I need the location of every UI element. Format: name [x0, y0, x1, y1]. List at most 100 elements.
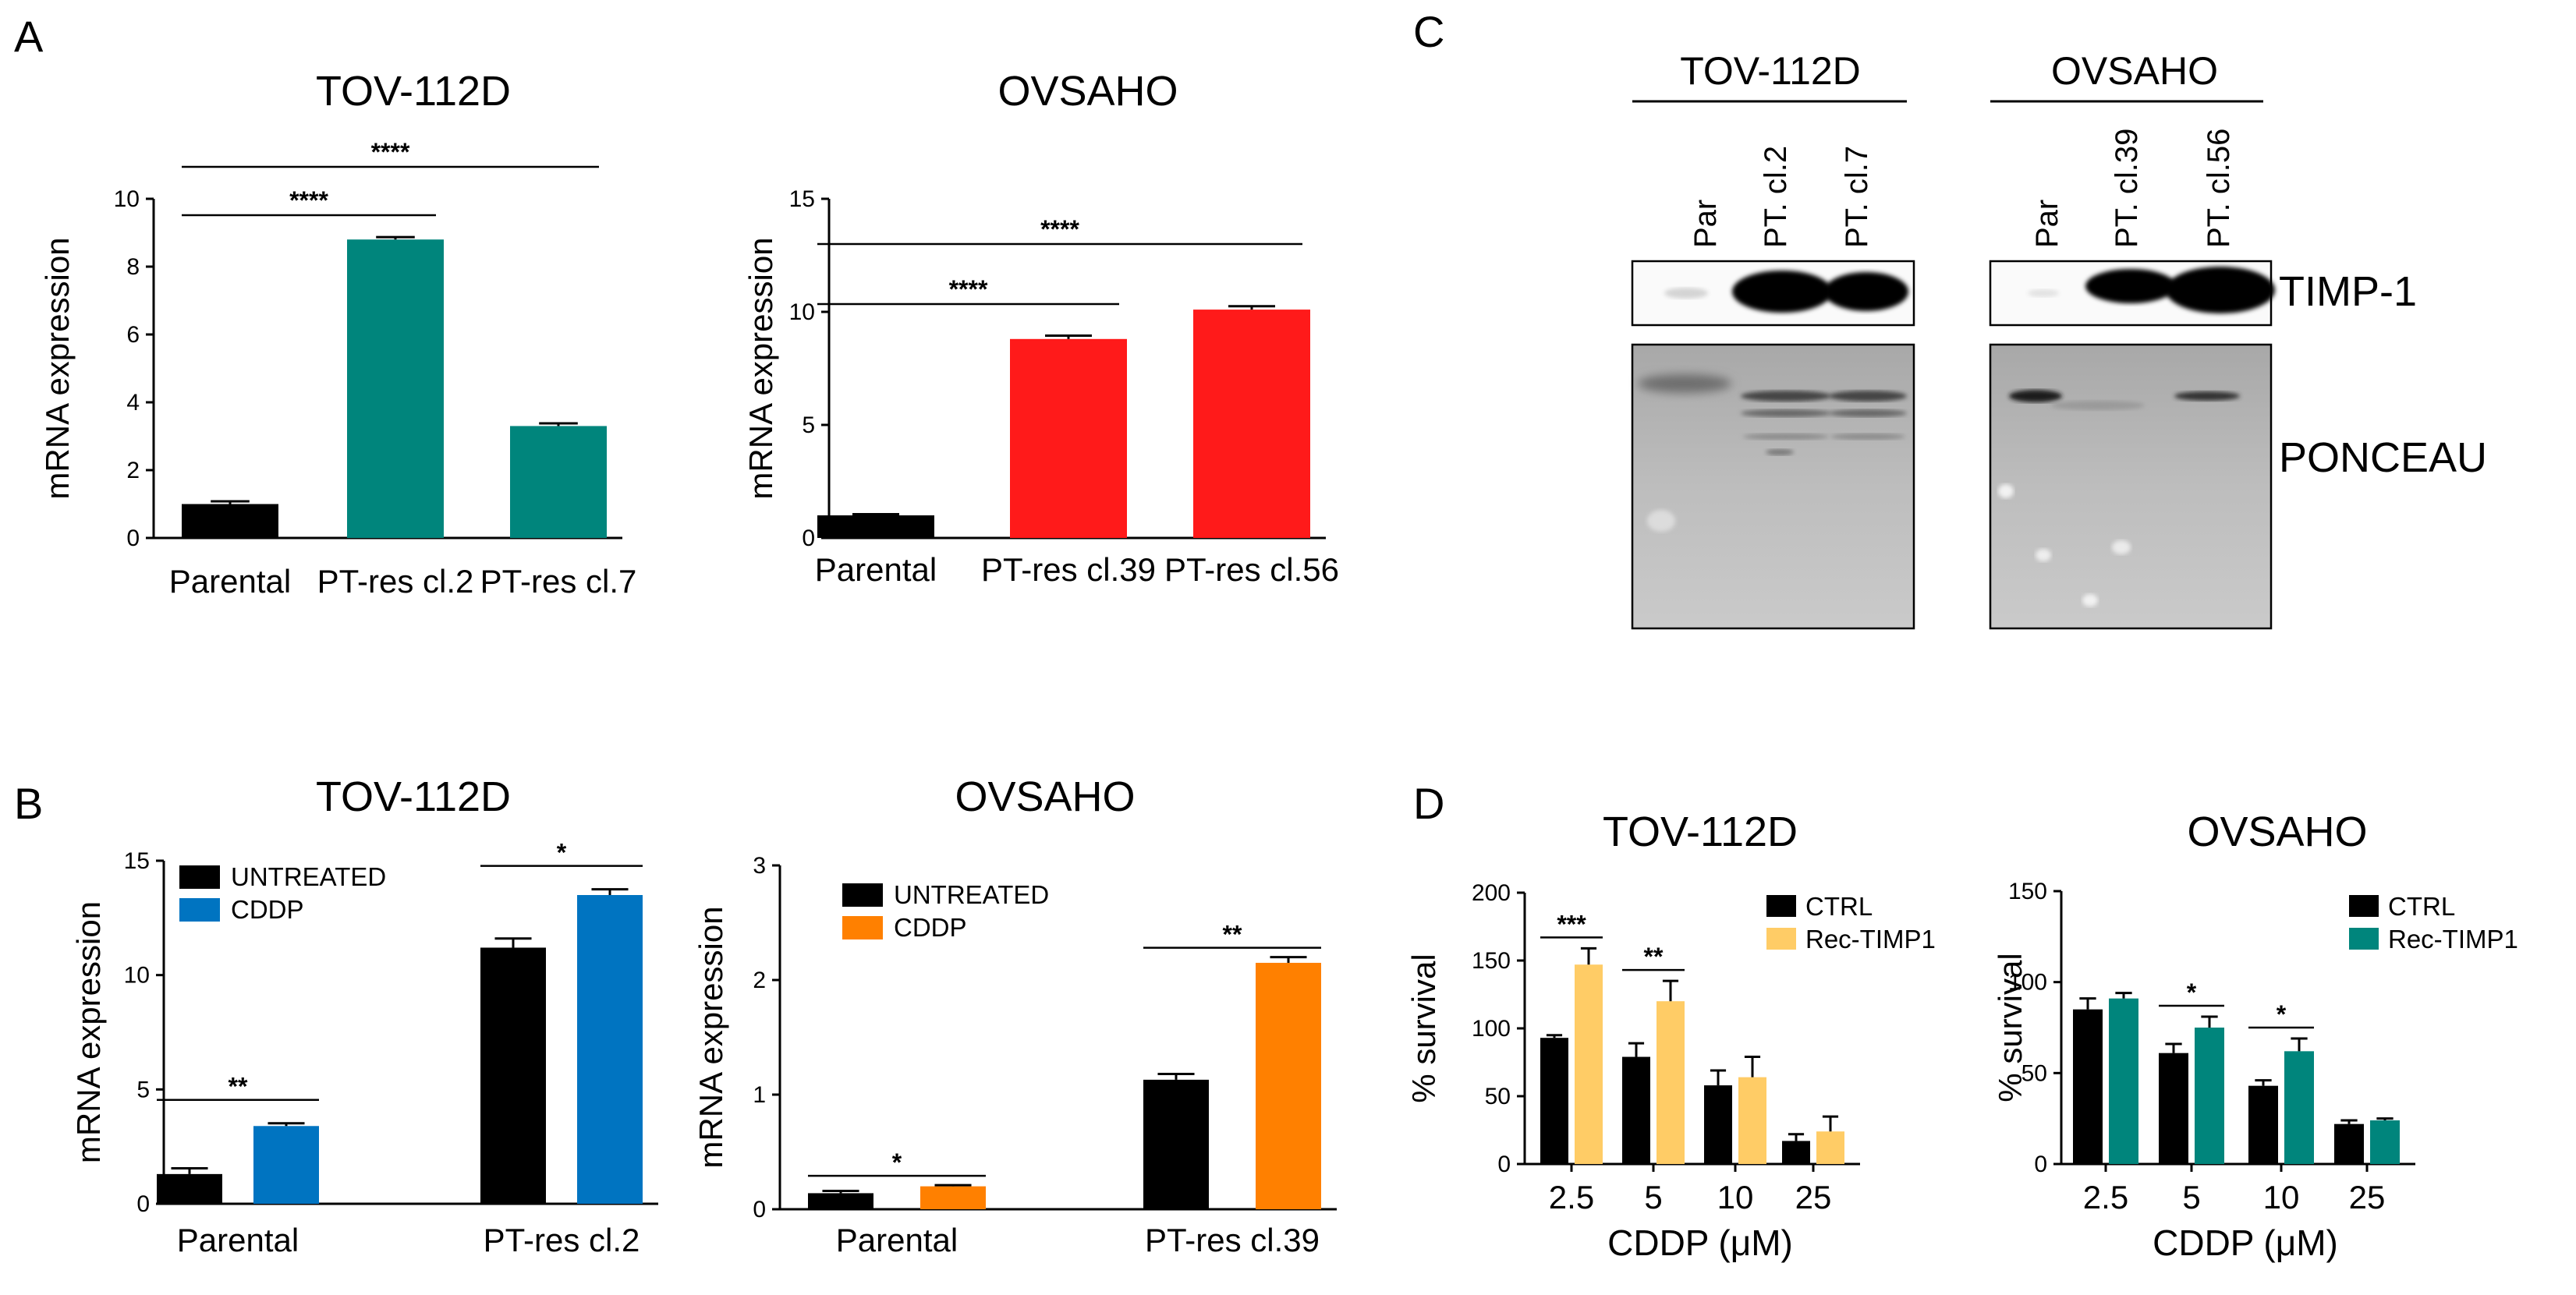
- x-category-label: Parental: [836, 1222, 958, 1258]
- chart-title: TOV-112D: [316, 773, 511, 820]
- blot-spot: [2036, 549, 2051, 561]
- legend-swatch: [2349, 928, 2379, 950]
- chart-b-tov112d: 0 5 10 15 TOV-112D mRNA expression Parental ** P…: [70, 773, 658, 1258]
- y-axis-label: % survival: [1992, 953, 2029, 1102]
- y-tick-label: 3: [753, 853, 766, 879]
- chart-d-ovsaho: 0 50 100 150 OVSAHO % survival CDDP (μM) 2.5 5 * 1…: [1992, 808, 2518, 1263]
- blot-band: [2174, 391, 2240, 401]
- bar: [2370, 1120, 2400, 1164]
- panel-letter-c: C: [1413, 7, 1444, 56]
- blot-band: [2009, 390, 2062, 402]
- blot-band: [1743, 433, 1829, 440]
- chart-title: OVSAHO: [997, 68, 1178, 115]
- blot-band: [1824, 272, 1908, 311]
- bar: [920, 1186, 986, 1209]
- x-category-label: 25: [2349, 1179, 2386, 1215]
- bar: [480, 947, 546, 1204]
- legend-label: UNTREATED: [231, 862, 386, 891]
- y-tick-label: 0: [802, 525, 815, 551]
- panel-letter-a: A: [14, 12, 44, 61]
- x-category-label: 2.5: [1549, 1179, 1594, 1215]
- bar: [1010, 338, 1127, 538]
- legend-label: CTRL: [2388, 892, 2455, 921]
- y-tick-label: 0: [126, 525, 140, 551]
- western-blot: TOV-112D OVSAHO Par PT. cl.2 PT. cl.7 Pa…: [1631, 49, 2487, 630]
- bar: [182, 504, 278, 538]
- blot-band: [1638, 374, 1731, 393]
- blot-band: [1732, 271, 1832, 313]
- y-tick-label: 2: [126, 458, 140, 483]
- bar: [2109, 998, 2138, 1164]
- bar: [253, 1126, 319, 1204]
- blot-band: [2028, 289, 2059, 297]
- y-tick-label: 15: [124, 848, 150, 874]
- bar: [1143, 1079, 1209, 1209]
- legend-swatch: [1766, 928, 1796, 950]
- y-tick-label: 0: [753, 1197, 766, 1222]
- x-category-label: 2.5: [2083, 1179, 2128, 1215]
- y-tick-label: 50: [1485, 1084, 1511, 1109]
- y-axis-label: mRNA expression: [693, 906, 729, 1168]
- significance-label: ****: [289, 186, 328, 214]
- significance-label: ****: [949, 275, 988, 303]
- chart-title: OVSAHO: [2187, 808, 2367, 855]
- significance-label: *: [557, 839, 567, 867]
- blot-band: [1741, 391, 1831, 402]
- ponceau-blot-ovsaho: [1989, 343, 2273, 630]
- blot-band: [2166, 267, 2275, 313]
- x-category-label: PT-res cl.56: [1164, 551, 1339, 588]
- y-tick-label: 200: [1472, 880, 1511, 906]
- y-tick-label: 100: [1472, 1016, 1511, 1042]
- blot-band: [1830, 433, 1905, 440]
- blot-title-ovsaho: OVSAHO: [2051, 49, 2218, 93]
- legend-swatch: [842, 916, 883, 939]
- significance-label: *: [2187, 978, 2197, 1007]
- bar: [1575, 964, 1603, 1164]
- y-tick-label: 10: [114, 186, 140, 212]
- bar: [2334, 1123, 2364, 1164]
- bar: [2195, 1028, 2224, 1164]
- bar: [510, 426, 607, 538]
- blot-title-tov112d: TOV-112D: [1680, 49, 1861, 93]
- blot-band: [2051, 401, 2145, 410]
- blot-spot: [1647, 510, 1675, 532]
- bar: [817, 515, 934, 538]
- lane-label: PT. cl.39: [2110, 129, 2144, 248]
- x-category-label: 25: [1795, 1179, 1832, 1215]
- y-axis-label: mRNA expression: [70, 901, 107, 1163]
- lane-label: Par: [1688, 200, 1723, 248]
- x-category-label: Parental: [169, 563, 291, 600]
- y-tick-label: 10: [789, 299, 815, 325]
- y-tick-label: 2: [753, 968, 766, 993]
- y-tick-label: 0: [1497, 1152, 1511, 1177]
- timp1-label: TIMP-1: [2279, 268, 2417, 315]
- legend-label: CTRL: [1805, 892, 1873, 921]
- legend-label: CDDP: [894, 913, 967, 942]
- y-axis-label: mRNA expression: [742, 237, 779, 499]
- x-axis-label: CDDP (μM): [2153, 1222, 2338, 1263]
- x-category-label: Parental: [815, 551, 937, 588]
- x-category-label: 10: [1717, 1179, 1754, 1215]
- x-category-label: PT-res cl.7: [480, 563, 637, 600]
- blot-band: [1741, 409, 1831, 417]
- significance-label: **: [1223, 921, 1242, 949]
- bar: [1816, 1131, 1844, 1164]
- x-category-label: PT-res cl.2: [317, 563, 474, 600]
- blot-spot: [1998, 484, 2014, 498]
- bar: [1540, 1038, 1568, 1164]
- significance-label: *: [892, 1148, 902, 1176]
- legend-swatch: [2349, 895, 2379, 917]
- chart-title: OVSAHO: [955, 773, 1135, 820]
- x-axis-label: CDDP (μM): [1607, 1222, 1793, 1263]
- y-tick-label: 15: [789, 186, 815, 212]
- significance-label: **: [1644, 943, 1664, 971]
- chart-title: TOV-112D: [316, 68, 511, 115]
- bar: [1256, 962, 1321, 1209]
- y-tick-label: 4: [126, 390, 140, 416]
- bar: [2159, 1053, 2188, 1164]
- x-category-label: PT-res cl.39: [981, 551, 1156, 588]
- y-tick-label: 1: [753, 1082, 766, 1108]
- significance-label: **: [229, 1073, 248, 1101]
